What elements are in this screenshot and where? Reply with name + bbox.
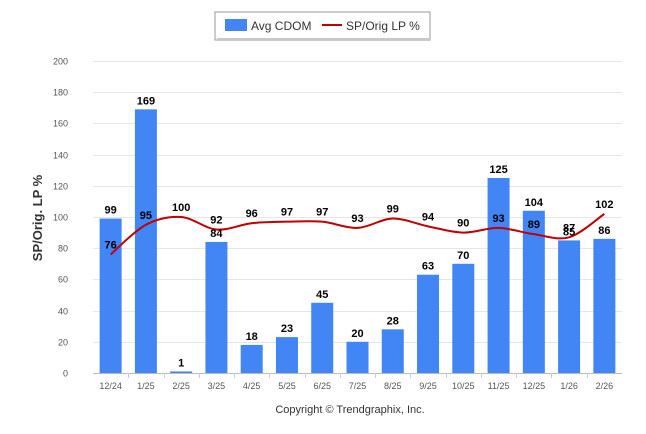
line-value-label: 97 bbox=[281, 207, 293, 219]
y-tick-label: 80 bbox=[58, 244, 68, 254]
bar bbox=[593, 238, 616, 373]
line-value-label: 93 bbox=[351, 213, 363, 225]
bar bbox=[205, 241, 228, 373]
x-tick-label: 12/25 bbox=[523, 381, 546, 391]
bar bbox=[170, 371, 193, 373]
bar bbox=[99, 218, 122, 373]
x-tick-label: 9/25 bbox=[419, 381, 437, 391]
line-value-label: 94 bbox=[422, 211, 435, 223]
bar-data-labels: 99 169 1 84 18 23 45 20 28 63 70 125 104 85 86 bbox=[105, 95, 611, 369]
bar-value-label: 84 bbox=[210, 228, 223, 240]
x-tick-label: 7/25 bbox=[349, 381, 367, 391]
line-value-label: 97 bbox=[316, 207, 328, 219]
x-tick-label: 1/26 bbox=[560, 381, 578, 391]
bar-value-label: 104 bbox=[525, 197, 544, 209]
line-value-label: 92 bbox=[210, 214, 222, 226]
bar bbox=[522, 210, 545, 373]
bar bbox=[381, 329, 404, 373]
bar-value-label: 169 bbox=[137, 95, 155, 107]
bar-series bbox=[99, 109, 616, 374]
bar-value-label: 20 bbox=[351, 328, 363, 340]
y-tick-label: 180 bbox=[53, 88, 68, 98]
y-tick-label: 120 bbox=[53, 182, 68, 192]
x-tick-label: 4/25 bbox=[243, 381, 261, 391]
bar-value-label: 1 bbox=[178, 357, 184, 369]
x-tick-label: 8/25 bbox=[384, 381, 402, 391]
bar bbox=[311, 302, 334, 373]
bar-value-label: 86 bbox=[598, 225, 610, 237]
y-tick-label: 140 bbox=[53, 151, 68, 161]
x-tick-label: 11/25 bbox=[488, 381, 510, 391]
x-tick-label: 2/25 bbox=[172, 381, 190, 391]
bar-value-label: 125 bbox=[489, 164, 507, 176]
bar-value-label: 28 bbox=[387, 315, 399, 327]
bar bbox=[487, 178, 510, 373]
line-value-label: 87 bbox=[563, 222, 575, 234]
line-value-label: 99 bbox=[387, 204, 399, 216]
legend: Avg CDOM SP/Orig LP % bbox=[214, 11, 431, 41]
x-tick-label: 6/25 bbox=[313, 381, 331, 391]
y-tick-label: 40 bbox=[58, 307, 68, 317]
bar-value-label: 70 bbox=[457, 250, 469, 262]
line-value-label: 102 bbox=[595, 199, 613, 211]
bar-value-label: 18 bbox=[246, 331, 258, 343]
y-tick-label: 0 bbox=[63, 369, 68, 379]
x-tick-label: 2/26 bbox=[596, 381, 614, 391]
line-series-sp-orig bbox=[109, 213, 605, 256]
x-tick-label: 1/25 bbox=[137, 381, 155, 391]
line-value-label: 100 bbox=[172, 202, 190, 214]
line-value-label: 93 bbox=[492, 213, 504, 225]
bar-value-label: 85 bbox=[563, 226, 575, 238]
line-value-label: 89 bbox=[528, 219, 540, 231]
x-tick-label: 5/25 bbox=[278, 381, 296, 391]
line-value-label: 96 bbox=[246, 208, 258, 220]
bar-value-label: 63 bbox=[422, 261, 434, 273]
bar bbox=[417, 274, 440, 373]
y-tick-label: 60 bbox=[58, 275, 68, 285]
y-tick-label: 160 bbox=[53, 119, 68, 129]
x-tick-label: 12/24 bbox=[99, 381, 122, 391]
y-tick-label: 20 bbox=[58, 338, 68, 348]
bar bbox=[240, 344, 263, 373]
bar bbox=[558, 240, 581, 373]
y-tick-label: 100 bbox=[53, 213, 68, 223]
y-tick-label: 200 bbox=[53, 57, 68, 67]
line-data-labels: 76 95 100 92 96 97 97 93 99 94 90 93 89 87 102 bbox=[105, 199, 614, 252]
legend-swatch-bar bbox=[225, 19, 247, 31]
copyright-credit: Copyright © Trendgraphix, Inc. bbox=[275, 404, 424, 416]
bar-value-label: 45 bbox=[316, 289, 328, 301]
x-axis-ticks: 12/24 1/25 2/25 3/25 4/25 5/25 6/25 7/25 8/25 9/2… bbox=[99, 373, 613, 391]
y-axis-ticks: 0 20 40 60 80 100 120 140 160 180 200 bbox=[53, 57, 68, 379]
bar-value-label: 23 bbox=[281, 323, 293, 335]
bar bbox=[452, 263, 475, 373]
bar bbox=[275, 337, 298, 373]
line-value-label: 76 bbox=[105, 239, 117, 251]
bar bbox=[346, 341, 369, 373]
line-value-label: 90 bbox=[457, 218, 469, 230]
bar-value-label: 99 bbox=[105, 205, 117, 217]
x-tick-label: 10/25 bbox=[452, 381, 475, 391]
legend-label-line: SP/Orig LP % bbox=[346, 19, 420, 33]
y-axis-title: SP/Orig. LP % bbox=[30, 174, 45, 261]
bar bbox=[134, 109, 157, 374]
legend-shadow bbox=[217, 38, 430, 40]
x-tick-label: 3/25 bbox=[208, 381, 226, 391]
legend-label-bar: Avg CDOM bbox=[251, 19, 311, 33]
line-value-label: 95 bbox=[140, 210, 152, 222]
